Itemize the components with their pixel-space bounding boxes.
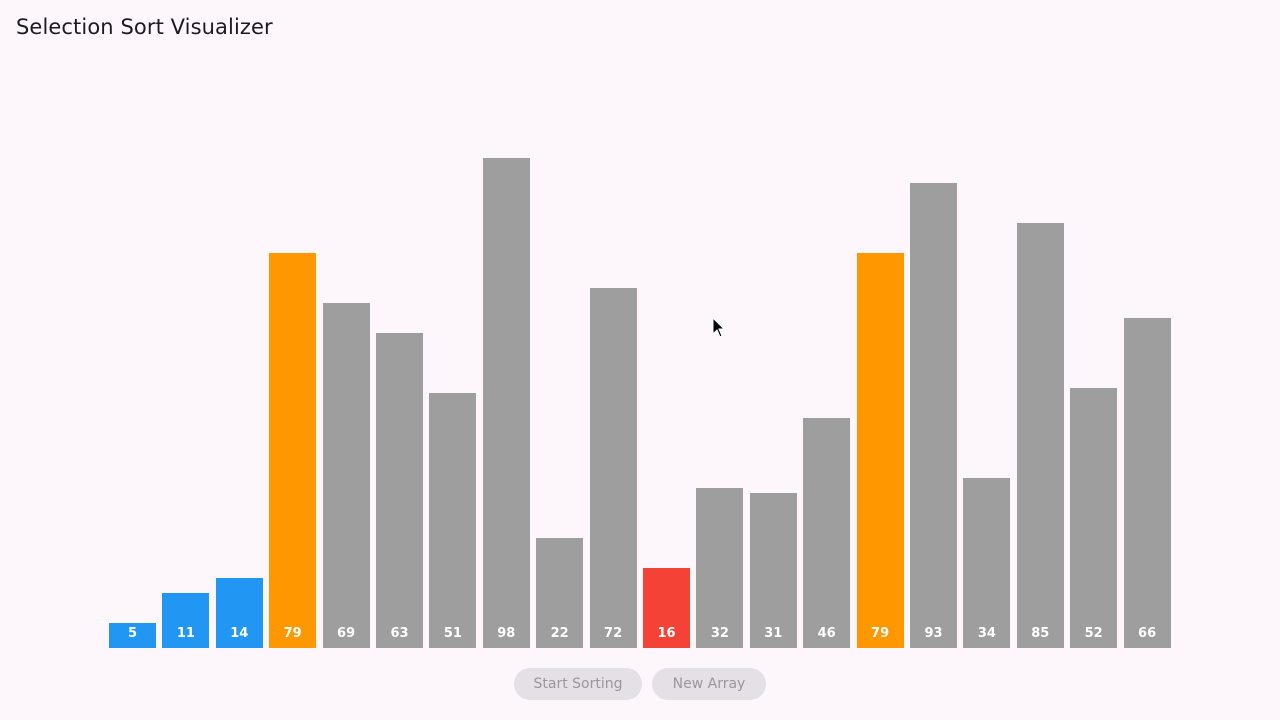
bar: 32 (696, 488, 744, 648)
bar: 72 (589, 288, 637, 648)
bar: 5 (109, 623, 156, 648)
bar: 11 (162, 593, 210, 648)
bar-value-label: 16 (657, 626, 676, 641)
bar-value-label: 5 (127, 626, 138, 641)
bar-chart: 5 11 14 79 69 63 51 98 22 72 16 32 31 46 79 93 34 85 52 66 (109, 60, 1171, 648)
bar: 16 (643, 568, 690, 648)
bar-value-label: 79 (871, 626, 890, 641)
bar-value-label: 14 (230, 626, 249, 641)
bar: 69 (322, 303, 370, 648)
bar: 46 (803, 418, 851, 648)
bar-value-label: 11 (176, 626, 195, 641)
bar: 22 (536, 538, 584, 648)
bar: 51 (429, 393, 477, 648)
bar-value-label: 63 (390, 626, 409, 641)
bar-value-label: 93 (924, 626, 943, 641)
bar-value-label: 34 (977, 626, 996, 641)
bar-value-label: 52 (1084, 626, 1103, 641)
bar-value-label: 72 (604, 626, 623, 641)
bar-value-label: 79 (283, 626, 302, 641)
bar: 79 (269, 253, 317, 648)
bar: 66 (1123, 318, 1171, 648)
bar-value-label: 32 (710, 626, 729, 641)
bar-value-label: 66 (1138, 626, 1157, 641)
bar: 85 (1016, 223, 1064, 648)
bar-value-label: 85 (1031, 626, 1050, 641)
bar: 63 (376, 333, 423, 648)
bar-value-label: 31 (764, 626, 783, 641)
bar: 52 (1070, 388, 1118, 648)
bar: 93 (910, 183, 957, 648)
bar-value-label: 51 (443, 626, 462, 641)
bar-value-label: 69 (337, 626, 356, 641)
bar-value-label: 22 (550, 626, 569, 641)
bar: 31 (749, 493, 797, 648)
start-sorting-button[interactable]: Start Sorting (514, 668, 642, 700)
bar: 79 (856, 253, 904, 648)
bar: 98 (482, 158, 530, 648)
page-title: Selection Sort Visualizer (16, 15, 273, 39)
bar: 34 (963, 478, 1011, 648)
bar-value-label: 98 (497, 626, 516, 641)
new-array-button[interactable]: New Array (652, 668, 766, 700)
bar-value-label: 46 (817, 626, 836, 641)
controls-bar: Start Sorting New Array (0, 668, 1280, 700)
mouse-cursor-icon (712, 317, 726, 338)
bar: 14 (215, 578, 263, 648)
